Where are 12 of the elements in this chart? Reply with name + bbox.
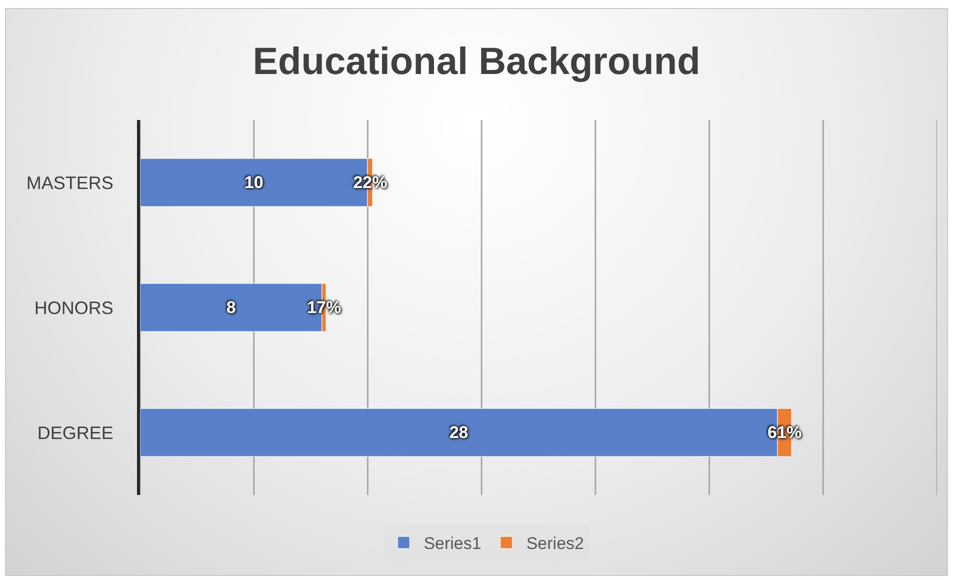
legend-label: Series2: [526, 534, 584, 554]
legend-label: Series1: [424, 534, 482, 554]
data-label: 17%: [307, 298, 342, 317]
y-tick-label: MASTERS: [26, 172, 114, 193]
y-tick-label: DEGREE: [37, 422, 114, 443]
data-label: 61%: [768, 423, 802, 442]
chart-title: Educational Background: [252, 41, 700, 84]
y-tick-label: HONORS: [34, 298, 114, 318]
data-label: 28: [449, 423, 468, 442]
data-label: 8: [226, 298, 236, 317]
data-label: 10: [244, 173, 264, 192]
data-label: 22%: [353, 173, 388, 192]
